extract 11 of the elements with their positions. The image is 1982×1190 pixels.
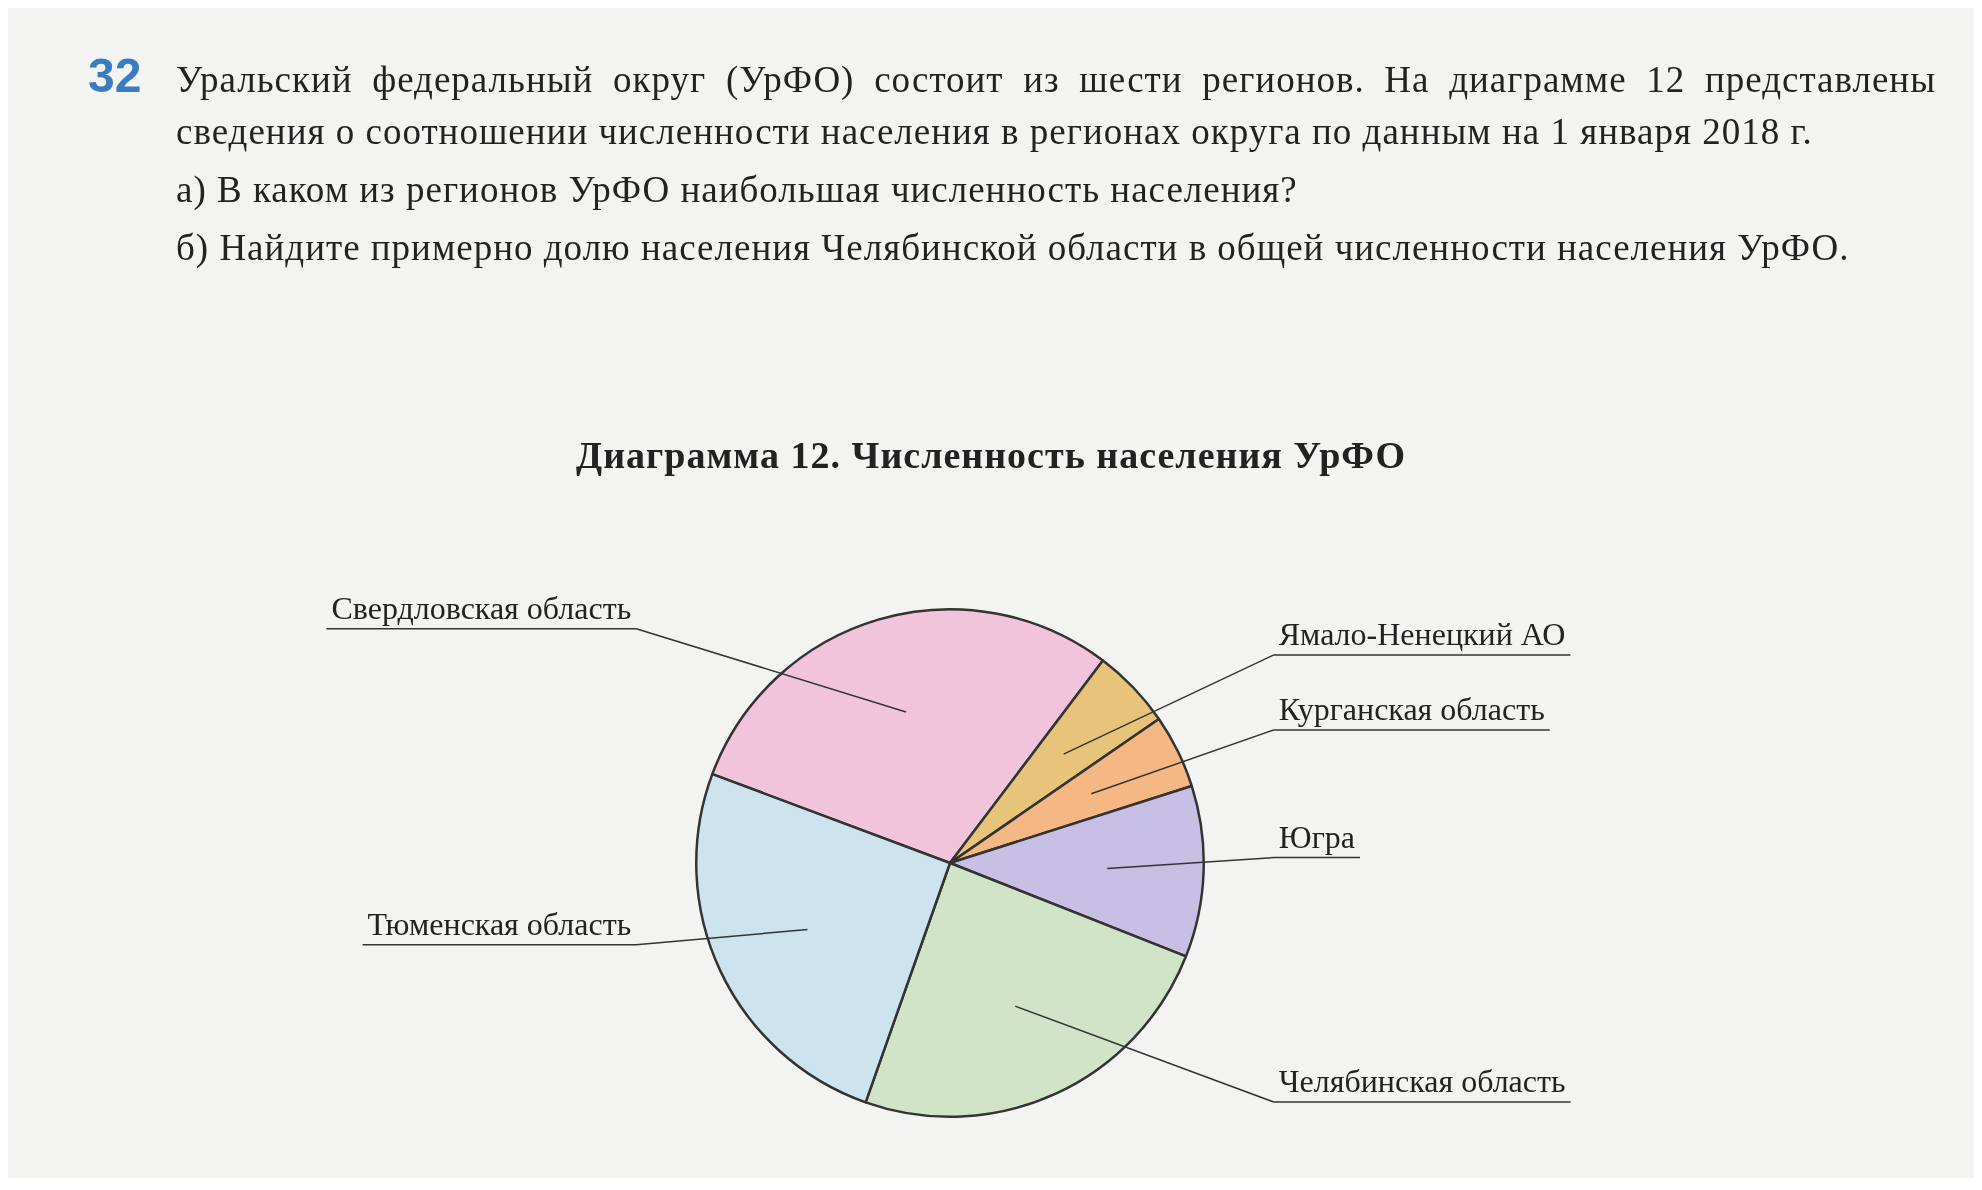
- slice-label: Югра: [1278, 818, 1355, 855]
- text: а) В каком из регионов УрФО наибольшая численность населения?: [176, 168, 1299, 212]
- text: Уральский федеральный округ (УрФО) состоит из шести регионов. На диаграмме 12 представлены сведения о соотношении численности населения в регионах округа по данным на 1 января 2018 г.: [176, 58, 1936, 154]
- text: 32: [88, 48, 142, 103]
- slice-label: Ямало-Ненецкий АО: [1278, 615, 1566, 652]
- chart-title: Диаграмма 12. Численность населения УрФО: [575, 433, 1407, 477]
- slice-label: Свердловская область: [331, 589, 632, 626]
- slice-label: Тюменская область: [367, 905, 632, 942]
- slice-label: Курганская область: [1278, 690, 1545, 727]
- text: б) Найдите примерно долю населения Челябинской области в общей численности населения УрФО.: [176, 226, 1851, 270]
- slice-label: Челябинская область: [1278, 1062, 1566, 1099]
